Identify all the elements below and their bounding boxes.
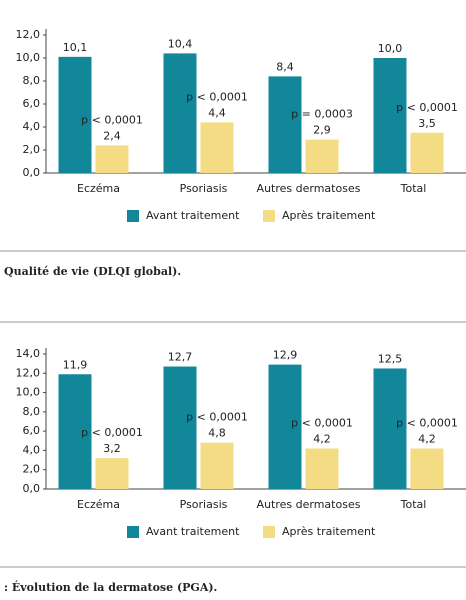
p-value: p = 0,0003 [291,108,353,121]
bar [410,132,444,173]
legend-swatch [263,210,275,222]
y-tick-label: 4,0 [23,120,41,133]
x-tick-label: Psoriasis [180,182,228,195]
y-tick-label: 12,0 [16,366,41,379]
legend-swatch [127,526,139,538]
y-tick-label: 8,0 [23,74,41,87]
value-label: 10,1 [63,41,88,54]
x-tick-label: Autres dermatoses [257,182,361,195]
value-label: 3,5 [418,117,436,130]
y-tick-label: 2,0 [23,463,41,476]
bar [268,76,302,173]
bar [58,374,92,489]
bar [95,458,129,489]
value-label: 12,9 [273,349,298,362]
bar [305,448,339,489]
x-tick-label: Psoriasis [180,498,228,511]
y-tick-label: 0,0 [23,482,41,495]
bar [58,56,92,173]
bar [163,366,197,489]
value-label: 8,4 [276,60,294,73]
legend-label: Avant traitement [146,209,240,222]
y-tick-label: 8,0 [23,405,41,418]
caption: Qualité de vie (DLQI global). [4,265,181,278]
legend-label: Après traitement [282,525,376,538]
value-label: 2,4 [103,129,121,142]
legend-swatch [127,210,139,222]
value-label: 4,2 [418,433,436,446]
y-tick-label: 12,0 [16,28,41,41]
x-tick-label: Autres dermatoses [257,498,361,511]
p-value: p < 0,0001 [396,417,458,430]
y-tick-label: 2,0 [23,143,41,156]
bar [373,368,407,489]
bar [200,122,234,173]
p-value: p < 0,0001 [81,113,143,126]
x-tick-label: Total [400,182,427,195]
value-label: 4,8 [208,427,226,440]
y-tick-label: 4,0 [23,443,41,456]
y-tick-label: 6,0 [23,97,41,110]
bar [373,58,407,173]
caption: : Évolution de la dermatose (PGA). [4,580,217,594]
value-label: 10,0 [378,42,403,55]
p-value: p < 0,0001 [81,426,143,439]
y-tick-label: 0,0 [23,166,41,179]
bar [200,442,234,489]
y-tick-label: 6,0 [23,424,41,437]
p-value: p < 0,0001 [186,411,248,424]
legend-label: Avant traitement [146,525,240,538]
bar [305,139,339,173]
p-value: p < 0,0001 [186,90,248,103]
legend-label: Après traitement [282,209,376,222]
x-tick-label: Eczéma [77,182,120,195]
value-label: 2,9 [313,124,331,137]
y-tick-label: 14,0 [16,347,41,360]
bar [268,364,302,489]
x-tick-label: Total [400,498,427,511]
x-tick-label: Eczéma [77,498,120,511]
bar [163,53,197,173]
value-label: 4,2 [313,433,331,446]
value-label: 12,7 [168,351,193,364]
value-label: 4,4 [208,106,226,119]
value-label: 3,2 [103,442,121,455]
bar [410,448,444,489]
legend-swatch [263,526,275,538]
value-label: 10,4 [168,37,193,50]
value-label: 11,9 [63,358,88,371]
p-value: p < 0,0001 [291,417,353,430]
bar [95,145,129,173]
y-tick-label: 10,0 [16,386,41,399]
value-label: 12,5 [378,352,403,365]
y-tick-label: 10,0 [16,51,41,64]
p-value: p < 0,0001 [396,101,458,114]
